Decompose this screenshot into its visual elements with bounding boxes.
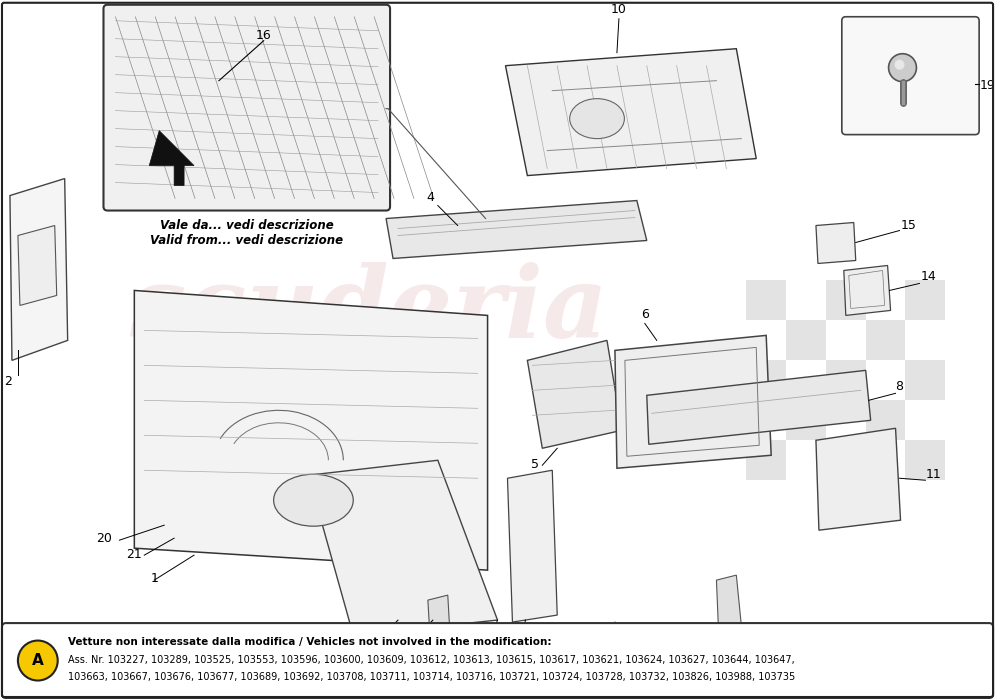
Polygon shape bbox=[816, 222, 856, 264]
Polygon shape bbox=[527, 340, 622, 448]
Circle shape bbox=[895, 59, 905, 70]
Bar bbox=[786, 320, 826, 361]
Text: 13: 13 bbox=[480, 633, 495, 646]
Text: Vale da... vedi descrizione: Vale da... vedi descrizione bbox=[160, 219, 334, 231]
FancyBboxPatch shape bbox=[2, 623, 993, 698]
Text: Vetture non interessate dalla modifica / Vehicles not involved in the modificati: Vetture non interessate dalla modifica /… bbox=[68, 637, 551, 647]
Polygon shape bbox=[844, 266, 891, 315]
Text: A: A bbox=[32, 653, 44, 668]
Polygon shape bbox=[816, 428, 901, 530]
Polygon shape bbox=[134, 291, 488, 570]
Text: 6: 6 bbox=[641, 308, 649, 322]
Text: 5: 5 bbox=[531, 459, 539, 471]
Ellipse shape bbox=[274, 474, 353, 526]
Circle shape bbox=[889, 54, 916, 82]
Bar bbox=[905, 361, 945, 401]
Bar bbox=[786, 401, 826, 440]
Ellipse shape bbox=[570, 99, 624, 138]
Text: 10: 10 bbox=[611, 3, 627, 16]
Polygon shape bbox=[615, 336, 771, 468]
Text: 3: 3 bbox=[354, 638, 362, 651]
Text: 4: 4 bbox=[426, 191, 434, 203]
Text: c a r   p a r t s: c a r p a r t s bbox=[298, 361, 438, 380]
Polygon shape bbox=[647, 370, 871, 445]
Text: 12: 12 bbox=[520, 638, 535, 651]
Polygon shape bbox=[10, 178, 68, 361]
Polygon shape bbox=[149, 131, 194, 185]
Polygon shape bbox=[308, 460, 498, 635]
Bar bbox=[746, 280, 786, 320]
Text: 18: 18 bbox=[597, 630, 613, 643]
Text: 2: 2 bbox=[4, 375, 12, 389]
FancyBboxPatch shape bbox=[842, 17, 979, 135]
Text: 8: 8 bbox=[896, 380, 904, 394]
Text: 16: 16 bbox=[256, 29, 272, 42]
Bar bbox=[826, 361, 866, 401]
Polygon shape bbox=[386, 201, 647, 259]
Bar bbox=[826, 440, 866, 480]
Bar bbox=[746, 440, 786, 480]
Circle shape bbox=[18, 640, 58, 681]
Bar bbox=[866, 320, 905, 361]
Polygon shape bbox=[505, 49, 756, 175]
FancyBboxPatch shape bbox=[103, 5, 390, 210]
Bar bbox=[905, 440, 945, 480]
Bar bbox=[905, 280, 945, 320]
Text: Ass. Nr. 103227, 103289, 103525, 103553, 103596, 103600, 103609, 103612, 103613,: Ass. Nr. 103227, 103289, 103525, 103553,… bbox=[68, 655, 794, 665]
Bar bbox=[746, 361, 786, 401]
Text: Valid from... vedi descrizione: Valid from... vedi descrizione bbox=[150, 233, 343, 247]
Bar bbox=[826, 280, 866, 320]
Text: 11: 11 bbox=[925, 468, 941, 481]
Polygon shape bbox=[18, 226, 57, 305]
Text: 103663, 103667, 103676, 103677, 103689, 103692, 103708, 103711, 103714, 103716, : 103663, 103667, 103676, 103677, 103689, … bbox=[68, 672, 795, 682]
Text: 21: 21 bbox=[126, 548, 142, 561]
Text: scuderia: scuderia bbox=[129, 262, 608, 359]
Polygon shape bbox=[428, 595, 450, 635]
Text: 19: 19 bbox=[980, 79, 996, 92]
Polygon shape bbox=[716, 575, 741, 628]
Text: 14: 14 bbox=[920, 271, 936, 284]
Text: 20: 20 bbox=[97, 532, 112, 545]
Text: 9: 9 bbox=[389, 640, 397, 653]
Bar bbox=[866, 401, 905, 440]
Polygon shape bbox=[507, 470, 557, 622]
Text: 17: 17 bbox=[738, 635, 754, 648]
Text: 7: 7 bbox=[511, 630, 519, 643]
Text: 1: 1 bbox=[150, 572, 158, 585]
Text: 15: 15 bbox=[901, 219, 916, 231]
